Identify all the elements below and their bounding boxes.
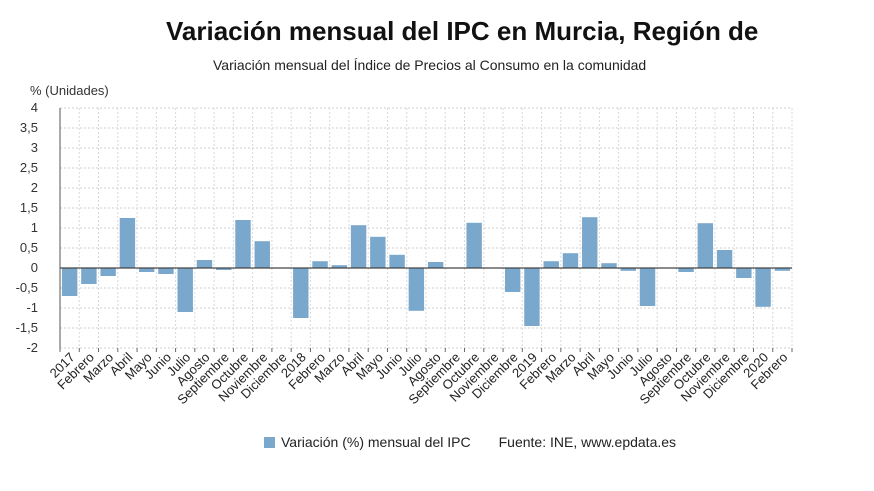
axes [59,108,793,352]
bar [370,236,386,268]
bar [350,225,367,268]
bar [716,250,733,268]
bar [697,223,714,268]
bar [196,260,213,268]
legend-swatch [264,436,275,448]
chart-plot: 4 3,5 3 2,5 2 1,5 1 0,5 0 -0,5 -1 -1,5 -2 2017Febrer… [16,100,793,407]
bar [177,268,193,312]
bar [562,253,579,268]
bar [755,268,771,307]
bar [389,254,405,268]
legend-label: Variación (%) mensual del IPC [281,434,471,450]
bar [312,261,328,268]
y-tick-label: -0,5 [16,280,38,295]
bar [543,261,559,268]
source-note: Fuente: INE, www.epdata.es [498,434,677,450]
legend: Variación (%) mensual del IPC Fuente: IN… [264,434,676,450]
y-tick-label: 4 [31,100,38,115]
bar [504,268,521,292]
bar [331,265,348,268]
y-tick-label: 2 [31,180,38,195]
bar [216,268,232,270]
y-tick-label: 3,5 [20,120,38,135]
bar [254,241,270,268]
grid-lines [59,107,793,349]
y-tick-label: 1 [31,220,38,235]
y-tick-label: 1,5 [20,200,38,215]
bar [293,268,309,318]
bar-series [61,217,791,326]
bar [524,268,540,326]
y-tick-label: -2 [26,340,38,355]
bar [138,268,155,272]
chart-subtitle: Variación mensual del Índice de Precios … [213,57,647,73]
y-tick-label: 0,5 [20,240,38,255]
bar [81,268,97,284]
bar [678,268,694,272]
chart-title: Variación mensual del IPC en Murcia, Reg… [166,16,759,46]
bar [408,268,425,311]
bar [158,268,174,274]
bar [466,222,482,268]
y-tick-label: 2,5 [20,160,38,175]
bar [119,218,136,268]
y-tick-label: -1,5 [16,320,38,335]
y-tick-label: 0 [31,260,38,275]
bar [582,217,598,268]
y-tick-label: -1 [26,300,38,315]
bar [61,268,78,296]
bar [100,268,116,276]
bar [639,268,656,306]
bar [774,268,791,271]
y-tick-labels: 4 3,5 3 2,5 2 1,5 1 0,5 0 -0,5 -1 -1,5 -2 [16,100,38,355]
x-tick-labels: 2017FebreroMarzoAbrilMayoJunioJulioAgost… [47,349,791,407]
bar [736,268,752,278]
y-axis-label: % (Unidades) [30,83,109,98]
bar [601,263,617,268]
bar [427,262,444,268]
bar [235,220,251,268]
y-tick-label: 3 [31,140,38,155]
bar [620,268,636,271]
